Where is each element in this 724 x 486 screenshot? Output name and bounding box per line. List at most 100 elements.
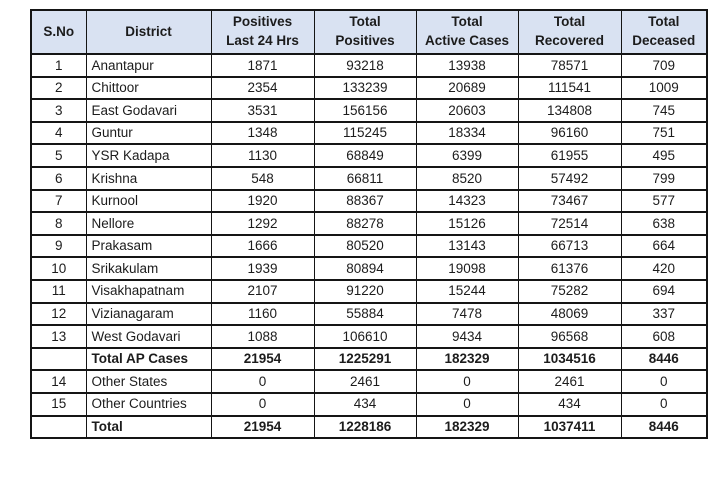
deceased-cell: 8446 bbox=[620, 346, 708, 372]
deceased-cell: 694 bbox=[620, 278, 708, 304]
district-cell: Kurnool bbox=[85, 188, 212, 214]
recovered-cell: 2461 bbox=[517, 369, 622, 394]
sno-cell: 2 bbox=[30, 75, 87, 101]
col-header-positives-24h: Positives Last 24 Hrs bbox=[210, 9, 315, 55]
deceased-cell: 608 bbox=[620, 324, 708, 349]
positives-24h-cell: 0 bbox=[210, 391, 315, 417]
sno-cell: 7 bbox=[30, 188, 87, 214]
table-row: 10 Srikakulam 1939 80894 19098 61376 420 bbox=[30, 256, 708, 281]
district-cell: Total AP Cases bbox=[85, 346, 212, 372]
district-cell: Srikakulam bbox=[85, 256, 212, 281]
table-body: 1 Anantapur 1871 93218 13938 78571 709 2 Chittoo… bbox=[30, 53, 708, 440]
positives-24h-cell: 21954 bbox=[210, 414, 315, 440]
sno-cell: 15 bbox=[30, 391, 87, 417]
sno-cell: 6 bbox=[30, 165, 87, 191]
total-positives-cell: 93218 bbox=[313, 53, 417, 78]
total-row: Total AP Cases 21954 1225291 182329 1034516 8… bbox=[30, 346, 708, 372]
table-row: 1 Anantapur 1871 93218 13938 78571 709 bbox=[30, 53, 708, 78]
recovered-cell: 96160 bbox=[517, 120, 622, 146]
table-row: 8 Nellore 1292 88278 15126 72514 638 bbox=[30, 211, 708, 236]
recovered-cell: 61955 bbox=[517, 143, 622, 168]
total-positives-cell: 88367 bbox=[313, 188, 417, 214]
active-cases-cell: 14323 bbox=[415, 188, 519, 214]
col-header-total-positives: Total Positives bbox=[313, 9, 417, 55]
total-positives-cell: 80520 bbox=[313, 233, 417, 259]
deceased-cell: 1009 bbox=[620, 75, 708, 101]
sno-cell: 12 bbox=[30, 301, 87, 327]
positives-24h-cell: 548 bbox=[210, 165, 315, 191]
sno-cell: 11 bbox=[30, 278, 87, 304]
total-positives-cell: 106610 bbox=[313, 324, 417, 349]
total-positives-cell: 1225291 bbox=[313, 346, 417, 372]
col-header-deceased: Total Deceased bbox=[620, 9, 708, 55]
deceased-cell: 577 bbox=[620, 188, 708, 214]
positives-24h-cell: 2354 bbox=[210, 75, 315, 101]
active-cases-cell: 8520 bbox=[415, 165, 519, 191]
sno-cell: 4 bbox=[30, 120, 87, 146]
table-header-row: S.No District Positives Last 24 Hrs Tota… bbox=[30, 9, 708, 55]
positives-24h-cell: 3531 bbox=[210, 98, 315, 123]
positives-24h-cell: 2107 bbox=[210, 278, 315, 304]
table-row: 14 Other States 0 2461 0 2461 0 bbox=[30, 369, 708, 394]
deceased-cell: 709 bbox=[620, 53, 708, 78]
active-cases-cell: 0 bbox=[415, 391, 519, 417]
deceased-cell: 337 bbox=[620, 301, 708, 327]
deceased-cell: 638 bbox=[620, 211, 708, 236]
sno-cell: 13 bbox=[30, 324, 87, 349]
deceased-cell: 745 bbox=[620, 98, 708, 123]
recovered-cell: 66713 bbox=[517, 233, 622, 259]
positives-24h-cell: 1130 bbox=[210, 143, 315, 168]
recovered-cell: 48069 bbox=[517, 301, 622, 327]
sno-cell: 1 bbox=[30, 53, 87, 78]
deceased-cell: 0 bbox=[620, 391, 708, 417]
recovered-cell: 75282 bbox=[517, 278, 622, 304]
recovered-cell: 1034516 bbox=[517, 346, 622, 372]
total-positives-cell: 1228186 bbox=[313, 414, 417, 440]
table-row: 5 YSR Kadapa 1130 68849 6399 61955 495 bbox=[30, 143, 708, 168]
positives-24h-cell: 1292 bbox=[210, 211, 315, 236]
table-row: 2 Chittoor 2354 133239 20689 111541 1009 bbox=[30, 75, 708, 101]
district-cell: Total bbox=[85, 414, 212, 440]
table-row: 12 Vizianagaram 1160 55884 7478 48069 337 bbox=[30, 301, 708, 327]
active-cases-cell: 0 bbox=[415, 369, 519, 394]
district-cell: Other States bbox=[85, 369, 212, 394]
table-row: 4 Guntur 1348 115245 18334 96160 751 bbox=[30, 120, 708, 146]
total-row: Total 21954 1228186 182329 1037411 8446 bbox=[30, 414, 708, 440]
table-row: 13 West Godavari 1088 106610 9434 96568 608 bbox=[30, 324, 708, 349]
active-cases-cell: 6399 bbox=[415, 143, 519, 168]
sno-cell: 10 bbox=[30, 256, 87, 281]
table-row: 15 Other Countries 0 434 0 434 0 bbox=[30, 391, 708, 417]
deceased-cell: 495 bbox=[620, 143, 708, 168]
deceased-cell: 420 bbox=[620, 256, 708, 281]
table-row: 7 Kurnool 1920 88367 14323 73467 577 bbox=[30, 188, 708, 214]
sno-cell: 14 bbox=[30, 369, 87, 394]
active-cases-cell: 13938 bbox=[415, 53, 519, 78]
deceased-cell: 751 bbox=[620, 120, 708, 146]
recovered-cell: 1037411 bbox=[517, 414, 622, 440]
deceased-cell: 8446 bbox=[620, 414, 708, 440]
positives-24h-cell: 1348 bbox=[210, 120, 315, 146]
total-positives-cell: 2461 bbox=[313, 369, 417, 394]
active-cases-cell: 19098 bbox=[415, 256, 519, 281]
recovered-cell: 134808 bbox=[517, 98, 622, 123]
col-header-district: District bbox=[85, 9, 212, 55]
total-positives-cell: 88278 bbox=[313, 211, 417, 236]
active-cases-cell: 18334 bbox=[415, 120, 519, 146]
recovered-cell: 96568 bbox=[517, 324, 622, 349]
sno-cell: 5 bbox=[30, 143, 87, 168]
sno-cell bbox=[30, 414, 87, 440]
district-cell: Guntur bbox=[85, 120, 212, 146]
recovered-cell: 434 bbox=[517, 391, 622, 417]
total-positives-cell: 115245 bbox=[313, 120, 417, 146]
district-cell: Krishna bbox=[85, 165, 212, 191]
district-cell: YSR Kadapa bbox=[85, 143, 212, 168]
sno-cell bbox=[30, 346, 87, 372]
positives-24h-cell: 1666 bbox=[210, 233, 315, 259]
table-row: 11 Visakhapatnam 2107 91220 15244 75282 694 bbox=[30, 278, 708, 304]
recovered-cell: 72514 bbox=[517, 211, 622, 236]
active-cases-cell: 9434 bbox=[415, 324, 519, 349]
deceased-cell: 664 bbox=[620, 233, 708, 259]
district-cell: Prakasam bbox=[85, 233, 212, 259]
active-cases-cell: 182329 bbox=[415, 346, 519, 372]
